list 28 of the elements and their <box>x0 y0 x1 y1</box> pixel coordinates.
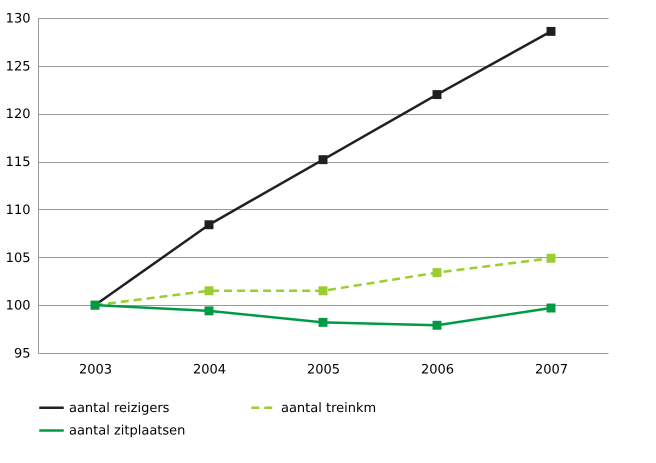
point <box>318 318 328 327</box>
point <box>546 304 556 312</box>
y-tick-label: 100 <box>6 298 30 314</box>
y-tick-label: 95 <box>14 346 30 362</box>
point <box>546 254 556 263</box>
point <box>546 26 556 36</box>
point <box>432 320 442 330</box>
point <box>318 286 328 296</box>
legend-label: aantal zitplaatsen <box>69 424 186 438</box>
point <box>204 220 214 230</box>
x-tick-label: 2003 <box>78 362 112 378</box>
y-tick-label: 110 <box>6 202 30 218</box>
y-tick-label: 115 <box>6 155 30 170</box>
point <box>318 155 328 164</box>
legend-label: aantal reizigers <box>69 400 170 416</box>
legend-label: aantal treinkm <box>281 400 376 416</box>
y-tick-label: 105 <box>6 250 30 266</box>
point <box>204 286 214 296</box>
x-tick-label: 2004 <box>192 362 226 378</box>
point <box>432 90 442 100</box>
point <box>432 268 442 278</box>
y-tick-label: 120 <box>6 107 30 122</box>
y-tick-label: 125 <box>6 59 30 74</box>
x-tick-label: 2005 <box>306 362 340 378</box>
point <box>204 306 214 316</box>
x-tick-label: 2007 <box>534 362 568 378</box>
y-tick-label: 130 <box>6 12 30 26</box>
x-tick-label: 2006 <box>420 362 454 378</box>
